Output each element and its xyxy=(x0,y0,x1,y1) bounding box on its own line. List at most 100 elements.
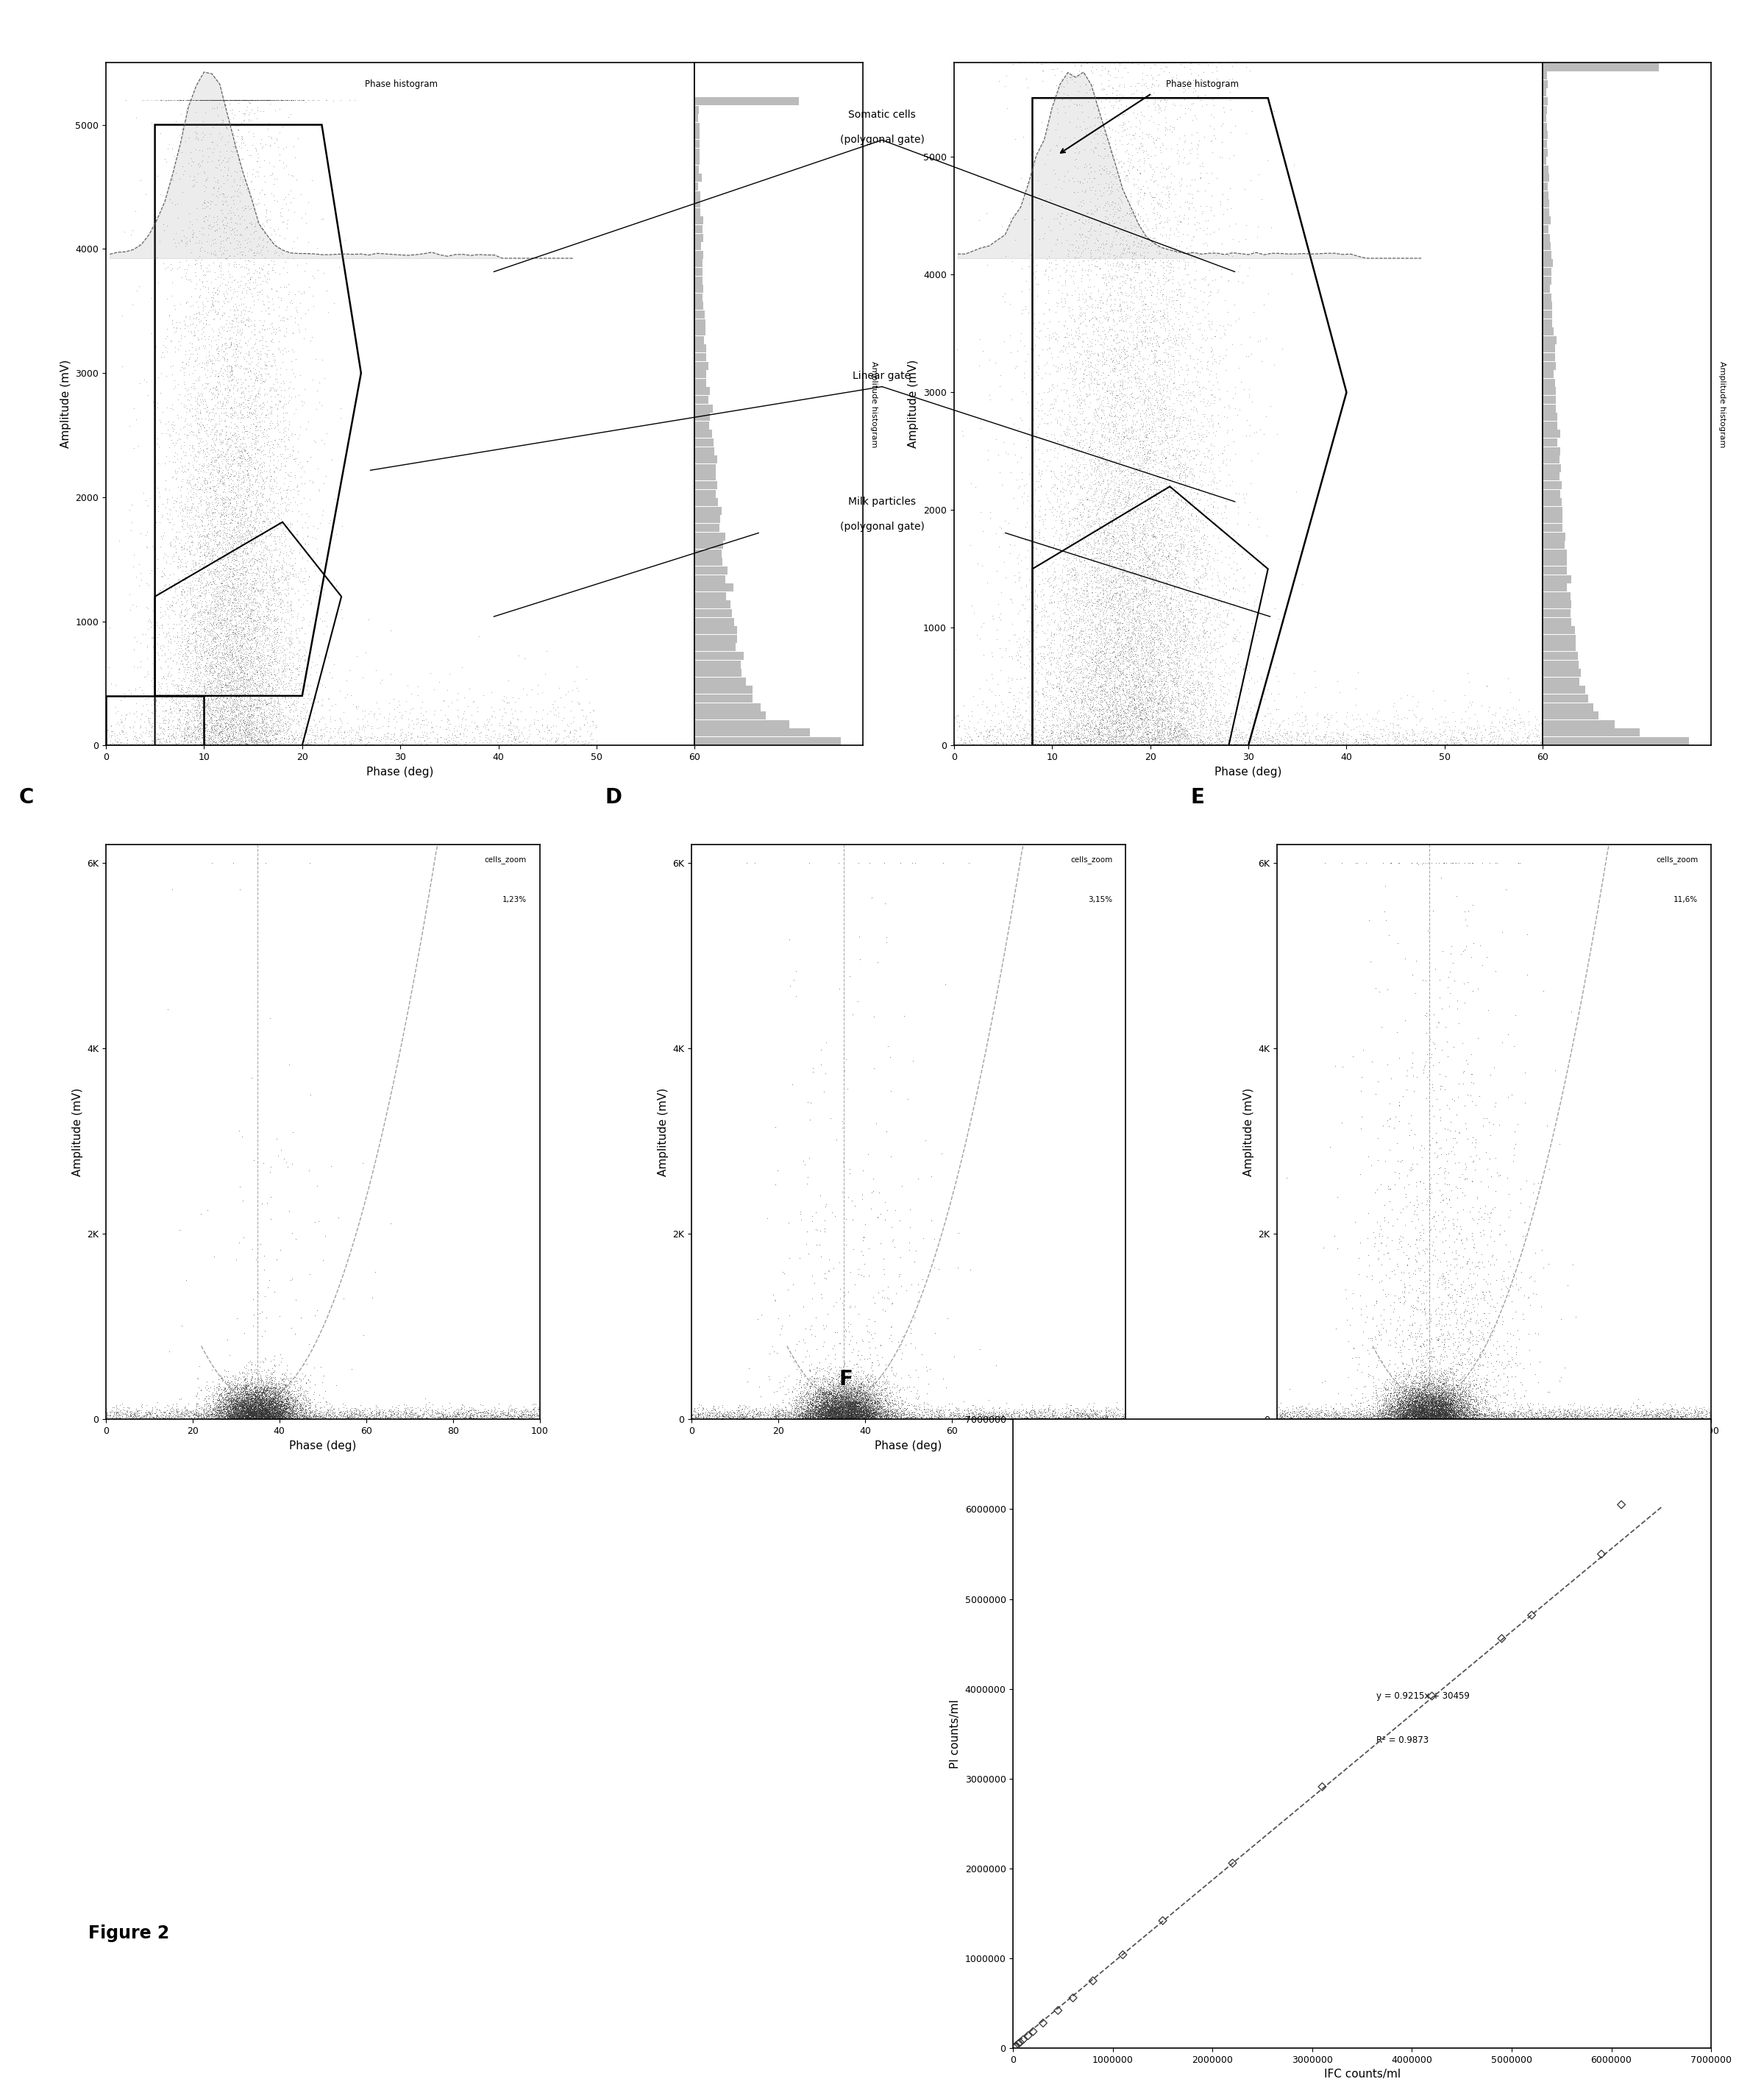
Point xyxy=(1429,1392,1457,1425)
Point xyxy=(229,410,258,443)
Point xyxy=(1653,1396,1681,1430)
Point xyxy=(1401,1396,1429,1430)
Point xyxy=(1097,1392,1125,1425)
Point xyxy=(1411,1402,1439,1436)
Point xyxy=(143,606,171,640)
Point xyxy=(220,1400,249,1434)
Point xyxy=(462,1394,490,1427)
Point xyxy=(1131,648,1159,681)
Point xyxy=(1182,500,1210,533)
Point xyxy=(501,723,529,757)
Point xyxy=(224,113,252,146)
Point xyxy=(1422,1400,1450,1434)
Point xyxy=(189,1398,217,1432)
Point xyxy=(1094,658,1122,692)
Point xyxy=(1120,704,1148,738)
Point xyxy=(261,1392,289,1425)
Point xyxy=(790,1392,818,1425)
Point xyxy=(1194,598,1222,631)
Point xyxy=(242,1396,270,1430)
Point xyxy=(1395,1381,1424,1415)
Point xyxy=(134,727,162,761)
Point xyxy=(1406,1388,1434,1421)
Point xyxy=(1037,713,1065,746)
Point xyxy=(266,1390,295,1423)
Point xyxy=(871,1384,900,1417)
Point xyxy=(1189,725,1217,759)
Point xyxy=(270,1402,298,1436)
Point xyxy=(856,1394,884,1427)
Point xyxy=(1110,332,1138,366)
Point xyxy=(1180,700,1208,734)
Point xyxy=(1415,1400,1443,1434)
Point xyxy=(242,1377,270,1411)
Point xyxy=(1434,1317,1462,1350)
Point xyxy=(270,1379,298,1413)
Point xyxy=(240,566,268,600)
Point xyxy=(1110,522,1138,556)
Point xyxy=(242,677,270,711)
Point xyxy=(866,1373,894,1407)
Point xyxy=(1367,713,1395,746)
Point xyxy=(1166,665,1194,698)
Point xyxy=(792,1402,820,1436)
Point xyxy=(1175,614,1203,648)
Point xyxy=(240,1398,268,1432)
Point xyxy=(1046,334,1074,368)
Point xyxy=(1085,368,1113,401)
Point xyxy=(854,1377,882,1411)
Point xyxy=(256,464,284,497)
Point xyxy=(208,84,236,117)
Point xyxy=(1237,721,1265,754)
Point xyxy=(1424,1392,1452,1425)
Point xyxy=(228,1396,256,1430)
Point xyxy=(1379,723,1408,757)
Point xyxy=(342,1402,370,1436)
Point xyxy=(206,1398,235,1432)
Point xyxy=(187,278,215,311)
Point xyxy=(1110,575,1138,608)
Point xyxy=(1090,675,1118,709)
Point xyxy=(797,1400,826,1434)
Point xyxy=(358,711,386,744)
Point xyxy=(1381,1392,1409,1425)
Point xyxy=(298,84,326,117)
Point xyxy=(233,1396,261,1430)
Point xyxy=(1147,426,1175,460)
Point xyxy=(1184,472,1212,506)
Point xyxy=(829,1402,857,1436)
Point xyxy=(1039,642,1067,675)
Point xyxy=(1034,1400,1062,1434)
Point xyxy=(201,520,229,554)
Point xyxy=(1088,660,1117,694)
Point xyxy=(1092,660,1120,694)
Point xyxy=(222,1396,250,1430)
Point xyxy=(1076,280,1104,314)
Point xyxy=(1540,1394,1568,1427)
Point xyxy=(815,1392,843,1425)
Point xyxy=(192,416,220,449)
Point xyxy=(1055,719,1083,752)
Point xyxy=(831,1396,859,1430)
Point xyxy=(1178,667,1207,700)
Point xyxy=(261,1386,289,1419)
Point xyxy=(219,259,247,293)
Point xyxy=(1097,596,1125,629)
Point xyxy=(198,548,226,581)
Point xyxy=(229,460,258,493)
Point xyxy=(1395,1400,1424,1434)
Point xyxy=(1117,686,1145,719)
Point xyxy=(254,594,282,627)
Point xyxy=(942,698,970,731)
Point xyxy=(1408,1384,1436,1417)
Point xyxy=(1097,654,1125,688)
Point xyxy=(1155,514,1184,548)
Point xyxy=(1409,1367,1438,1400)
Point xyxy=(1092,401,1120,435)
Point xyxy=(256,464,284,497)
Point xyxy=(1067,562,1095,596)
Point xyxy=(236,1390,265,1423)
Point xyxy=(811,1390,840,1423)
Point xyxy=(182,677,210,711)
Point xyxy=(1129,675,1157,709)
